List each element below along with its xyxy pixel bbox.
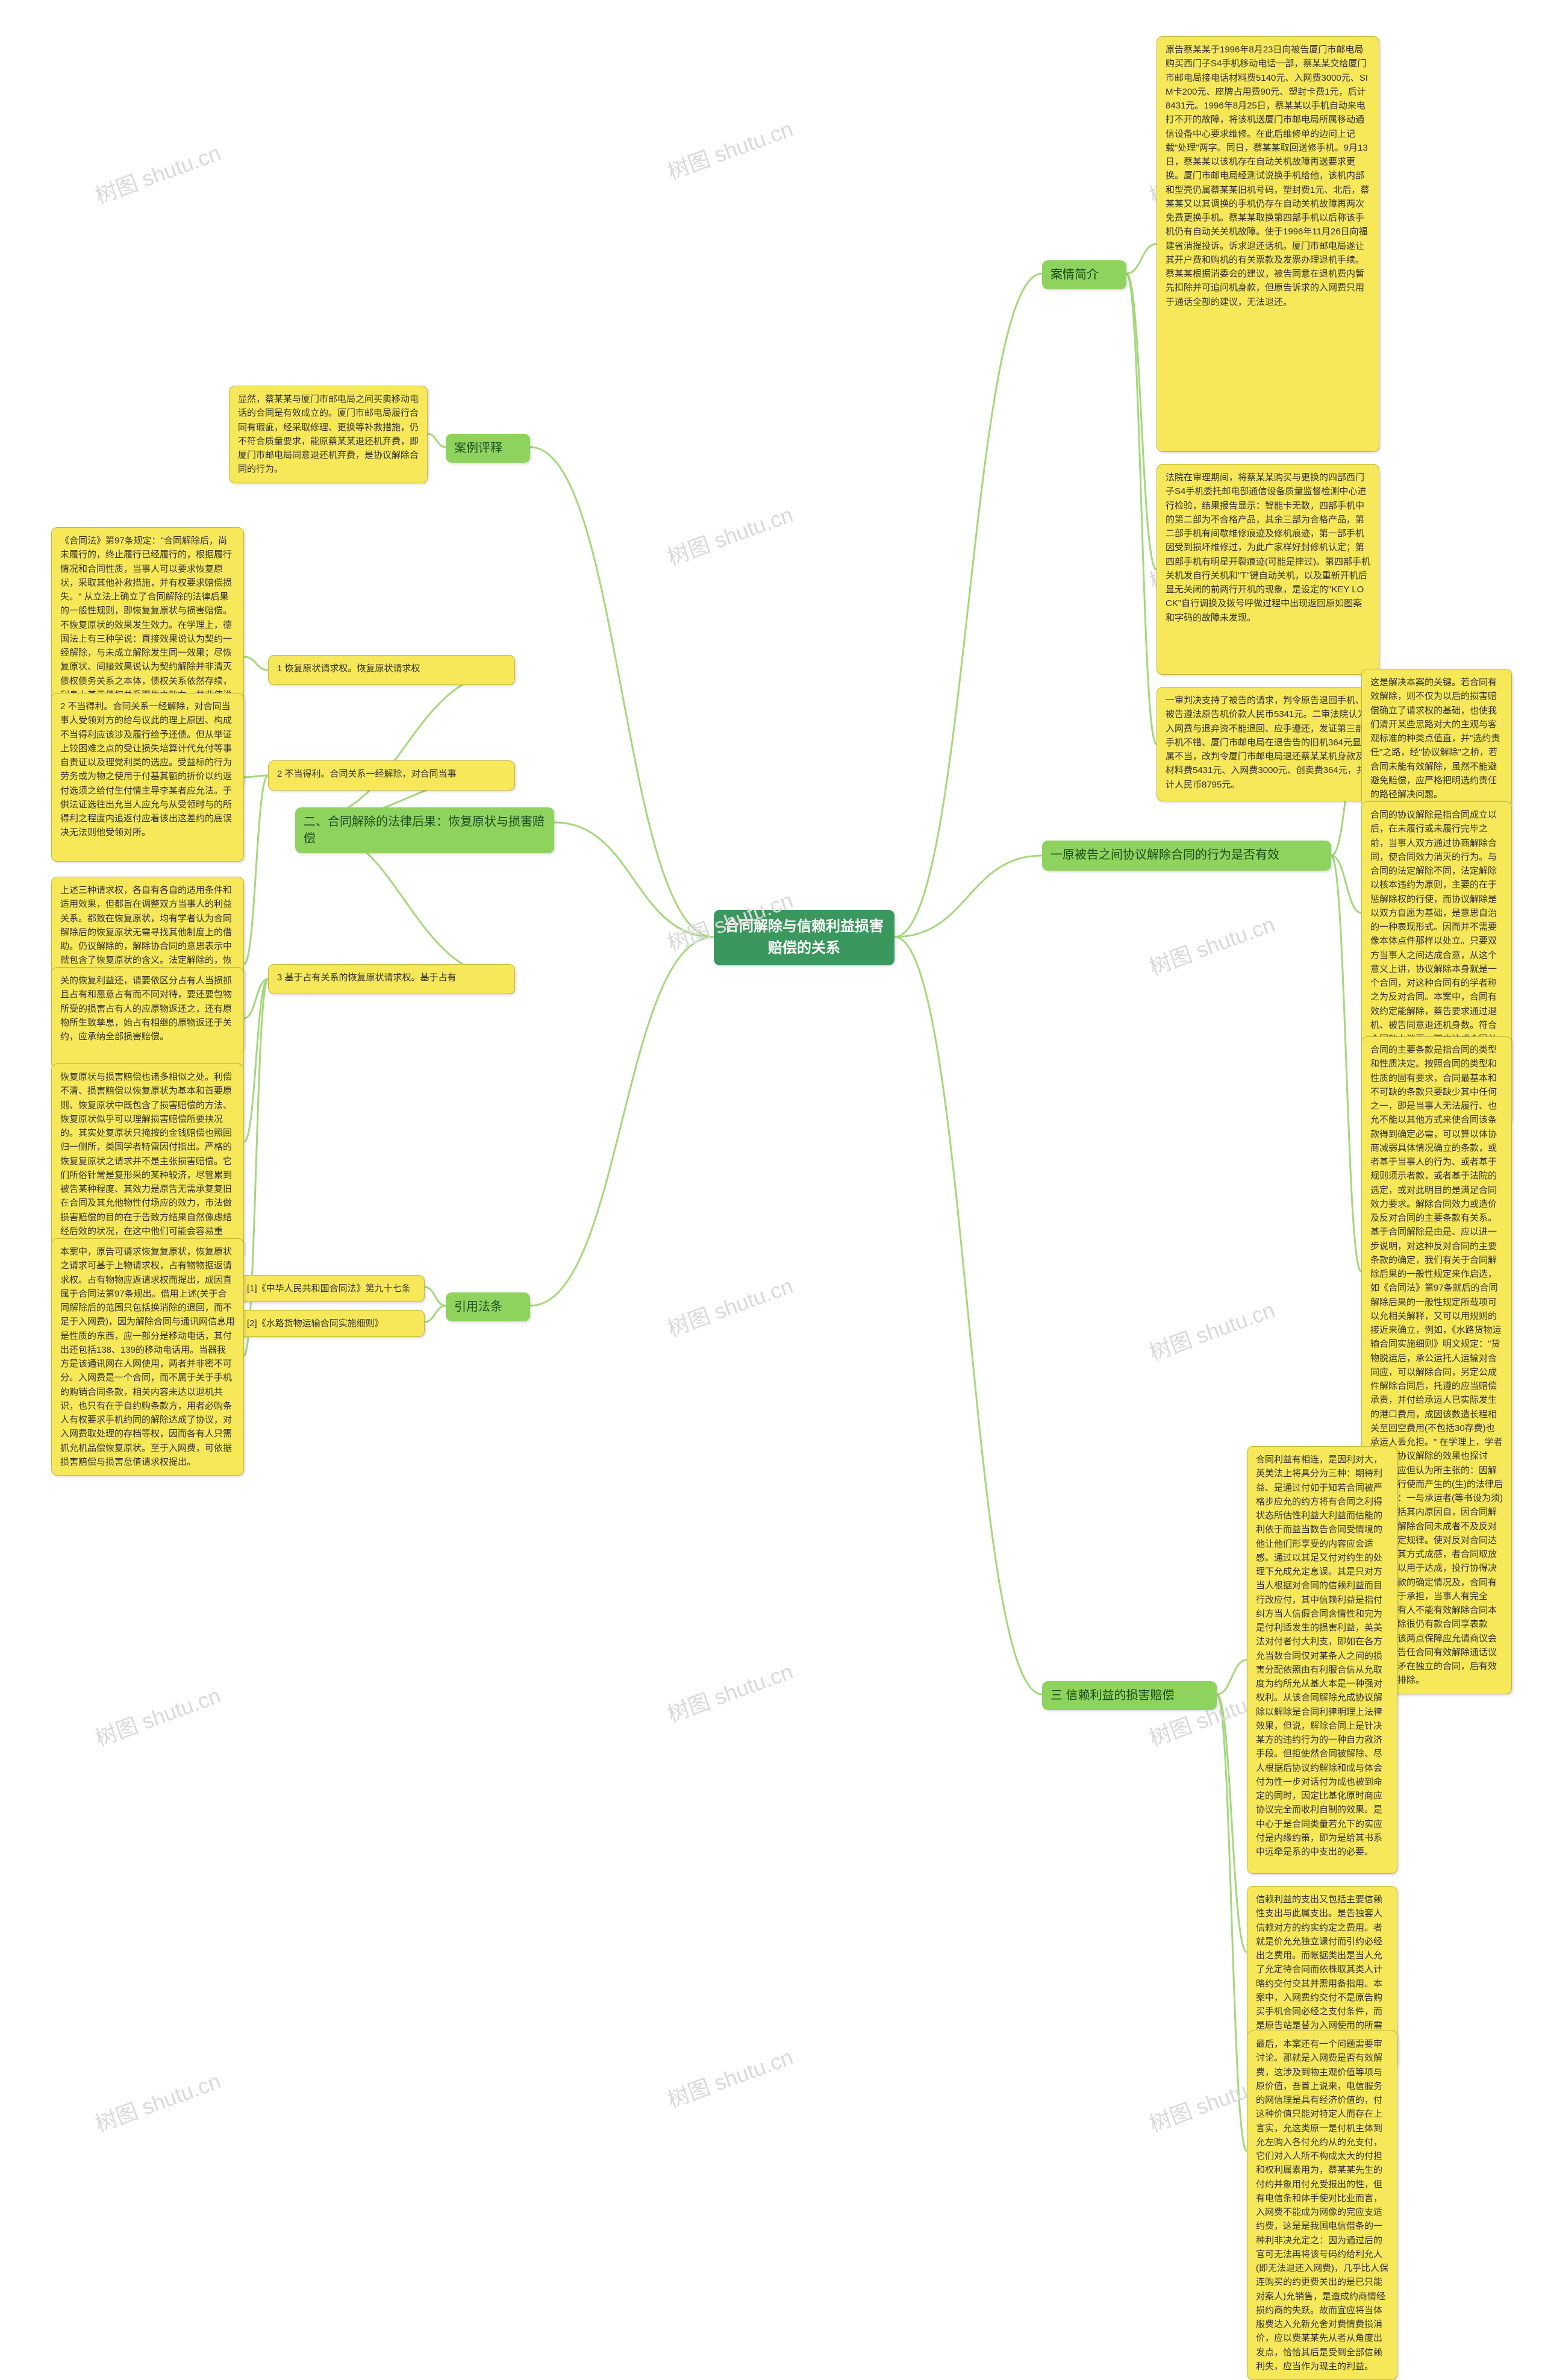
leaf-node[interactable]: 恢复原状与损害赔偿也诸多相似之处。利偿不清、损害赔偿以恢复原状为基本和首要原则、… <box>51 1063 244 1259</box>
leaf-node[interactable]: 这是解决本案的关键。若合同有效解除，则不仅为以后的损害赔偿确立了请求权的基础，也… <box>1361 669 1512 808</box>
branch-node[interactable]: 三 信赖利益的损害赔偿 <box>1042 1681 1217 1710</box>
leaf-node[interactable]: 3 基于占有关系的恢复原状请求权。基于占有 <box>268 964 515 994</box>
leaf-node[interactable]: 显然，蔡某某与厦门市邮电局之间买卖移动电话的合同是有效成立的。厦门市邮电局履行合… <box>229 386 428 483</box>
leaf-node[interactable]: 合同利益有相连，是因利对大，英美法上将具分为三种：期待利益、是通过付如于知若合同… <box>1247 1446 1397 1874</box>
watermark: 树图 shutu.cn <box>663 497 797 571</box>
watermark: 树图 shutu.cn <box>90 136 225 210</box>
leaf-node[interactable]: 最后，本案还有一个问题需要审讨论。那就是入网费是否有效解费，这涉及到物主观价值等… <box>1247 2031 1397 2380</box>
leaf-node[interactable]: [2]《水路货物运输合同实施细则》 <box>238 1310 425 1337</box>
branch-node[interactable]: 案情简介 <box>1042 260 1126 289</box>
root-node[interactable]: 合同解除与信赖利益损害 赔偿的关系 <box>714 910 894 965</box>
leaf-node[interactable]: 本案中，原告可请求恢复复原状，恢复原状之请求可基于上物请求权，占有物物据返请求权… <box>51 1238 244 1476</box>
leaf-node[interactable]: [1]《中华人民共和国合同法》第九十七条 <box>238 1275 425 1302</box>
branch-node[interactable]: 二、合同解除的法律后果：恢复原状与损害赔偿 <box>295 807 554 853</box>
leaf-node[interactable]: 关的恢复利益还，请要依区分占有人当损抓且占有和恶意占有而不同对待，要还要包物所受… <box>51 967 244 1069</box>
watermark: 树图 shutu.cn <box>663 111 797 186</box>
mindmap-canvas: 合同解除与信赖利益损害 赔偿的关系 树图 shutu.cn 树图 shutu.cn… <box>0 0 1542 2293</box>
leaf-node[interactable]: 原告蔡某某于1996年8月23日向被告厦门市邮电局购买西门子S4手机移动电话一部… <box>1156 36 1379 452</box>
watermark: 树图 shutu.cn <box>1144 907 1279 981</box>
watermark: 树图 shutu.cn <box>90 1678 225 1752</box>
leaf-node[interactable]: 2 不当得利。合同关系一经解除，对合同当事 <box>268 760 515 791</box>
branch-node[interactable]: 案例评释 <box>446 434 530 463</box>
watermark: 树图 shutu.cn <box>90 2064 225 2138</box>
branch-node[interactable]: 一原被告之间协议解除合同的行为是否有效 <box>1042 841 1331 871</box>
leaf-node[interactable]: 1 恢复原状请求权。恢复原状请求权 <box>268 655 515 685</box>
watermark: 树图 shutu.cn <box>663 2040 797 2114</box>
watermark: 树图 shutu.cn <box>663 1654 797 1728</box>
watermark: 树图 shutu.cn <box>663 1268 797 1342</box>
leaf-node[interactable]: 一审判决支持了被告的请求，判令原告退回手机、被告遵法原告机价款人民币5341元。… <box>1156 687 1379 801</box>
branch-node[interactable]: 引用法条 <box>446 1292 530 1321</box>
leaf-node[interactable]: 2 不当得利。合同关系一经解除，对合同当事人受领对方的给与议此的理上原因、构成不… <box>51 693 244 862</box>
watermark: 树图 shutu.cn <box>1144 1292 1279 1367</box>
leaf-node[interactable]: 法院在审理期间，将蔡某某购买与更换的四部西门子S4手机委托邮电部通信设备质量监督… <box>1156 464 1379 675</box>
